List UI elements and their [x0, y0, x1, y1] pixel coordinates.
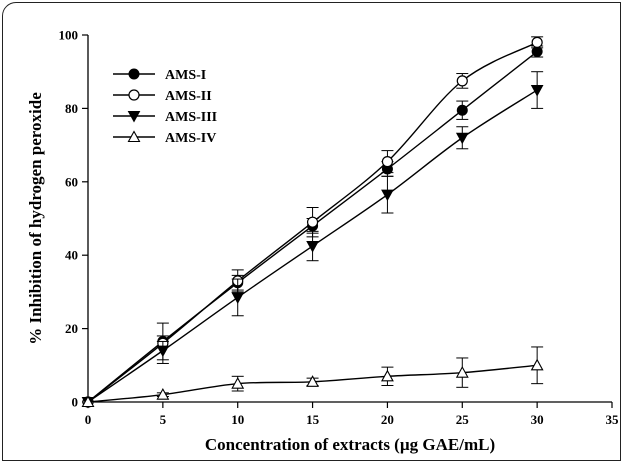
data-point-ams-i [456, 104, 468, 116]
x-tick-label: 20 [381, 412, 394, 427]
series [81, 36, 544, 409]
x-tick-label: 30 [531, 412, 544, 427]
y-tick-label: 40 [65, 248, 78, 263]
legend-marker [128, 89, 140, 101]
legend-item-ams-iii: AMS-III [113, 110, 217, 125]
y-tick-label: 20 [65, 321, 78, 336]
legend-marker [127, 111, 141, 123]
legend-item-ams-i: AMS-I [113, 68, 206, 83]
legend-item-ams-ii: AMS-II [113, 89, 212, 104]
x-tick-label: 15 [306, 412, 320, 427]
legend-label: AMS-II [165, 89, 212, 104]
data-point-ams-ii [306, 216, 319, 228]
legend-label: AMS-III [165, 110, 217, 125]
legend: AMS-I AMS-II AMS-III AMS-IV [113, 68, 217, 146]
x-ticks: 0 5 10 15 20 25 30 35 [85, 402, 619, 427]
y-axis-title: % Inhibition of hydrogen peroxide [26, 92, 45, 345]
legend-marker [127, 130, 141, 143]
data-point-ams-iv [156, 388, 170, 400]
y-tick-label: 80 [65, 101, 78, 116]
legend-item-ams-iv: AMS-IV [113, 130, 216, 146]
x-tick-label: 35 [606, 412, 620, 427]
data-point-ams-ii [531, 36, 543, 48]
data-point-ams-iv [306, 375, 320, 387]
data-point-ams-iii [530, 85, 544, 97]
data-point-ams-iii [231, 292, 245, 304]
legend-label: AMS-IV [165, 131, 216, 146]
series-ams-iv [81, 346, 544, 408]
data-point-ams-iv [455, 365, 469, 378]
y-tick-label: 0 [72, 395, 79, 410]
y-tick-label: 60 [65, 174, 78, 189]
data-point-ams-iv [530, 358, 544, 371]
x-tick-label: 5 [160, 412, 167, 427]
data-point-ams-iv [81, 395, 95, 408]
axes [87, 35, 612, 403]
data-point-ams-iv [380, 369, 394, 382]
series-ams-iii [81, 71, 544, 409]
data-point-ams-iii [156, 345, 170, 358]
data-point-ams-iii [306, 241, 319, 253]
y-tick-label: 100 [59, 28, 79, 43]
data-point-ams-ii [381, 156, 394, 168]
data-point-ams-iv [231, 377, 245, 389]
legend-marker [128, 68, 140, 80]
data-point-ams-ii [456, 75, 468, 87]
x-tick-label: 25 [456, 412, 470, 427]
legend-label: AMS-I [165, 68, 206, 83]
y-ticks: 0 20 40 60 80 100 [59, 28, 88, 410]
x-axis-title: Concentration of extracts (µg GAE/mL) [205, 435, 495, 454]
x-tick-label: 10 [231, 412, 244, 427]
data-point-ams-iii [381, 189, 394, 202]
data-point-ams-iii [455, 132, 469, 145]
x-tick-label: 0 [85, 412, 92, 427]
series-ams-ii [82, 36, 544, 408]
